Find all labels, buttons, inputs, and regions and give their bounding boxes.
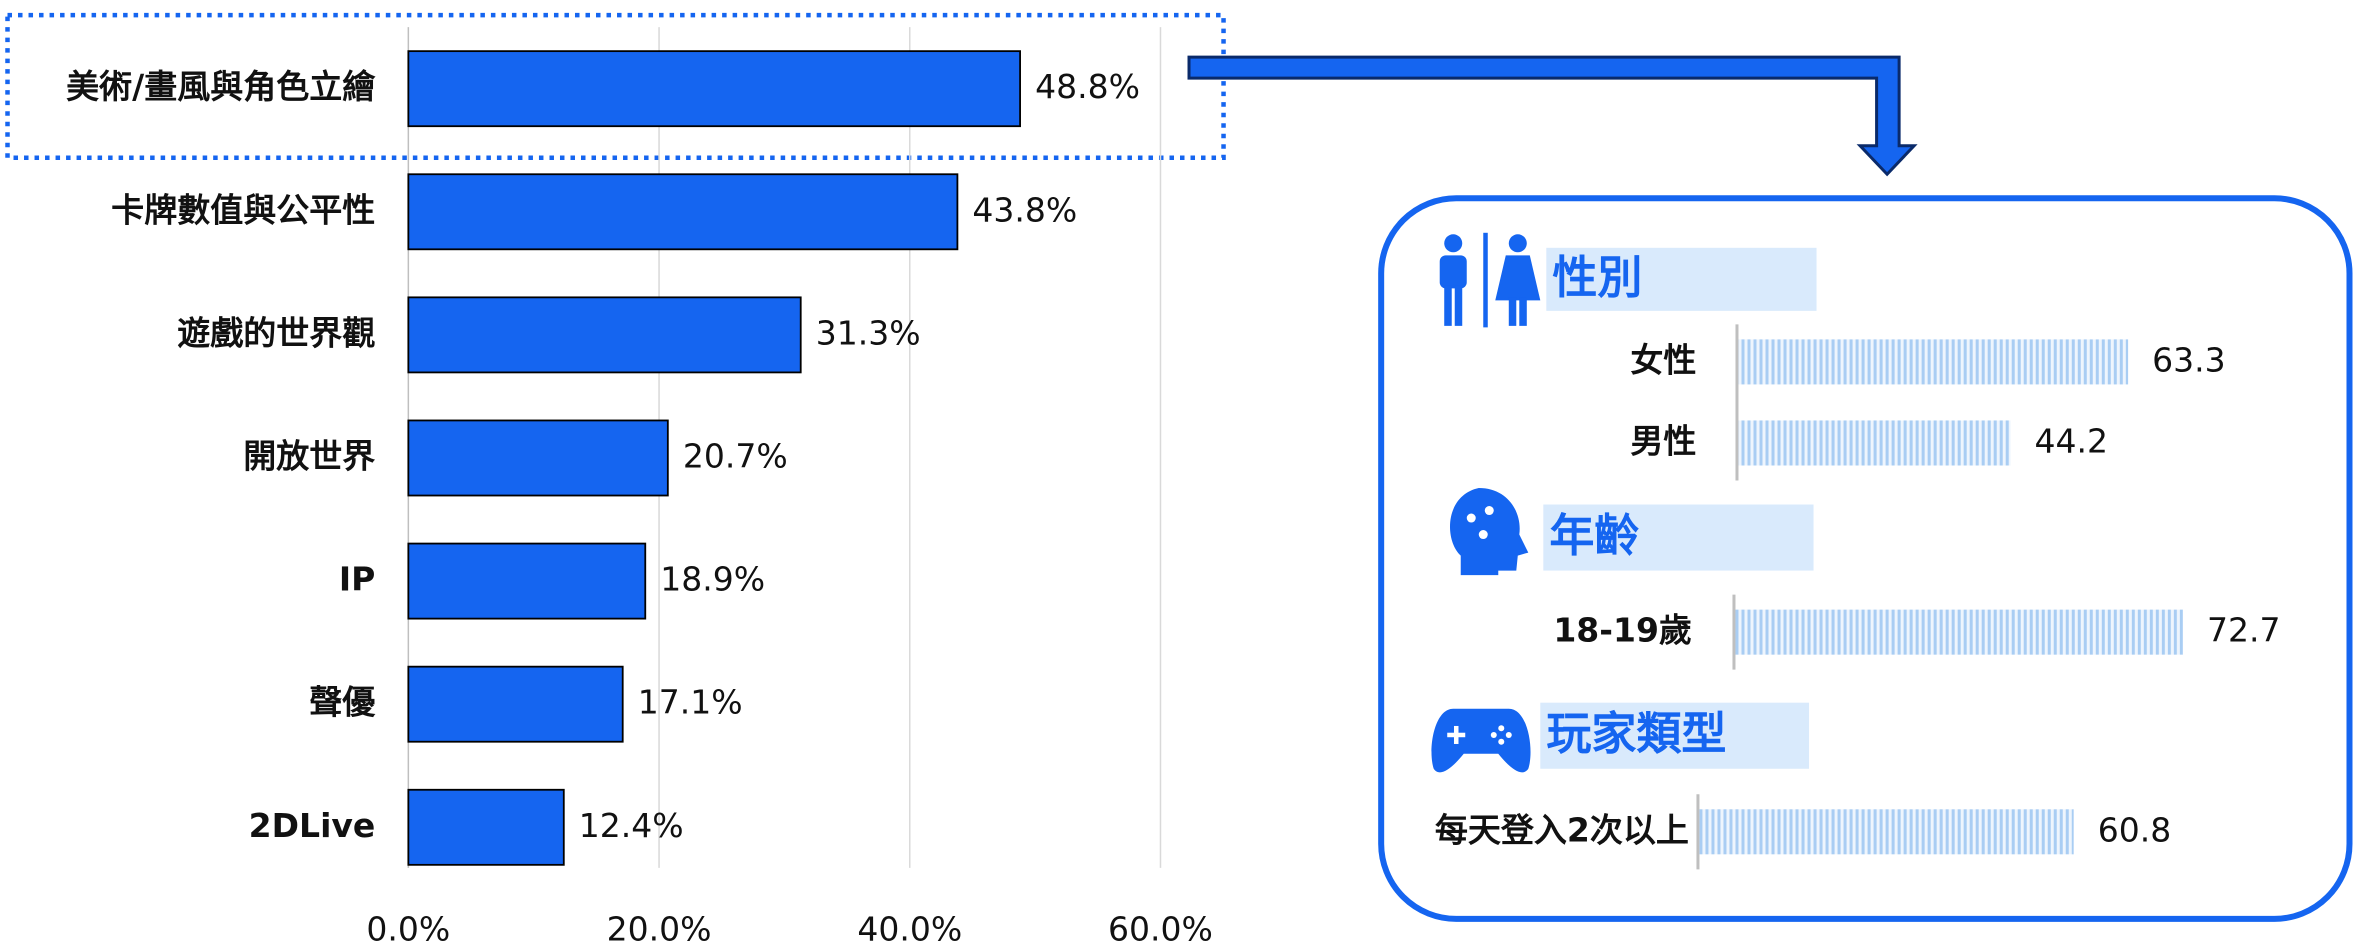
item-label: 男性: [1630, 421, 1696, 460]
item-bar: [1699, 809, 2074, 855]
head-icon: [1449, 488, 1529, 576]
value-label: 20.7%: [683, 436, 788, 475]
section-title-bg: [1546, 247, 1817, 311]
value-label: 17.1%: [638, 683, 743, 722]
item-label: 每天登入2次以上: [1435, 810, 1689, 849]
section-title: 玩家類型: [1546, 707, 1726, 760]
bar: [407, 173, 959, 251]
section-title-bg: [1543, 504, 1814, 571]
category-label: 聲優: [309, 683, 376, 722]
highlight-box: [5, 12, 1226, 160]
x-tick-label: 40.0%: [857, 909, 962, 948]
category-label: 遊戲的世界觀: [177, 313, 375, 352]
item-bar: [1738, 420, 2011, 466]
item-bar: [1735, 609, 2183, 655]
category-label: 2DLive: [249, 806, 376, 845]
item-bar: [1738, 339, 2129, 385]
bar: [407, 665, 624, 743]
x-tick-label: 0.0%: [366, 909, 450, 948]
bar: [407, 542, 647, 620]
bar: [407, 788, 565, 866]
bar: [407, 296, 802, 374]
x-tick-label: 60.0%: [1108, 909, 1213, 948]
x-tick-label: 20.0%: [607, 909, 712, 948]
category-label: IP: [339, 560, 375, 599]
value-label: 12.4%: [579, 806, 684, 845]
gamepad-icon: [1431, 708, 1531, 773]
section-title: 年齡: [1549, 509, 1639, 562]
item-value: 72.7: [2207, 611, 2281, 650]
item-value: 60.8: [2098, 810, 2172, 849]
value-label: 18.9%: [660, 560, 765, 599]
item-value: 44.2: [2035, 421, 2109, 460]
item-value: 63.3: [2152, 340, 2226, 379]
section-title: 性別: [1552, 251, 1642, 304]
category-label: 美術/畫風與角色立繪: [66, 67, 376, 106]
value-label: 48.8%: [1035, 67, 1140, 106]
arrow: [1187, 55, 1918, 177]
category-label: 卡牌數值與公平性: [111, 190, 375, 229]
section-title-bg: [1540, 702, 1810, 769]
category-label: 開放世界: [243, 436, 375, 475]
item-label: 女性: [1630, 340, 1696, 379]
bar: [407, 50, 1021, 128]
value-label: 43.8%: [972, 190, 1077, 229]
gender-icon: [1439, 232, 1541, 328]
value-label: 31.3%: [816, 313, 921, 352]
item-label: 18-19歲: [1553, 611, 1692, 650]
bar: [407, 419, 669, 497]
